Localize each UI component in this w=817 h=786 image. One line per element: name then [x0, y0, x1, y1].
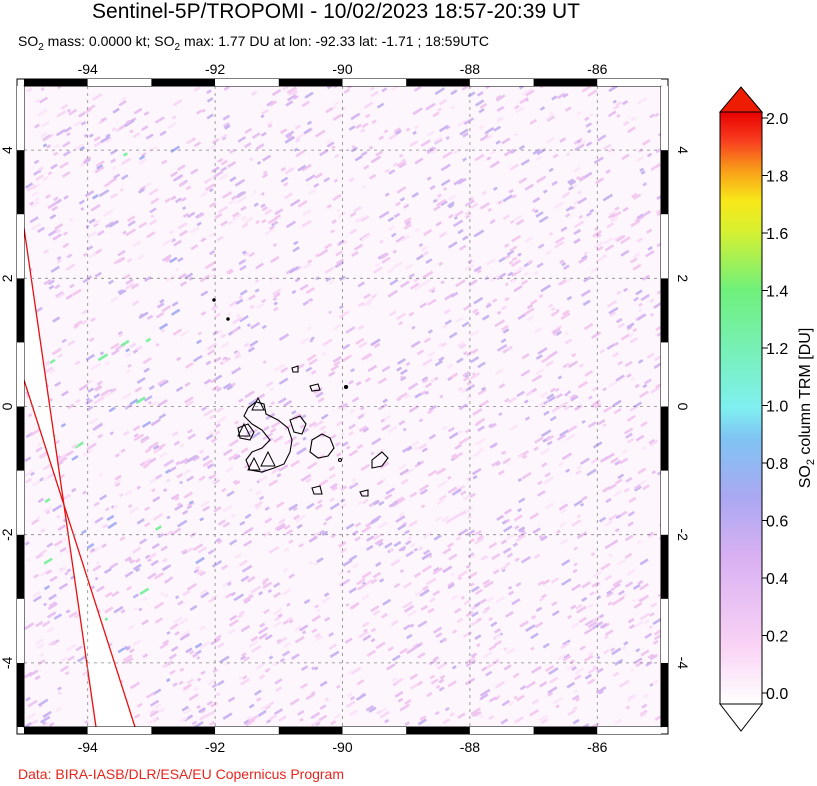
map-title: Sentinel-5P/TROPOMI - 10/02/2023 18:57-2…: [92, 0, 580, 23]
colorbar-tick-label: 1.6: [766, 226, 788, 243]
colorbar-tick-label: 0.8: [766, 456, 788, 473]
colorbar-tick-label: 1.4: [766, 284, 788, 301]
lon-tick-label: -94: [78, 61, 98, 77]
lat-tick-label: 4: [675, 146, 691, 154]
colorbar-tick-label: 1.8: [766, 169, 788, 186]
galapagos-islands: [212, 298, 389, 497]
lat-tick-label: -2: [675, 528, 691, 541]
volcano-icon: [251, 396, 265, 411]
colorbar-label: SO2 column TRM [DU]: [797, 328, 817, 489]
colorbar-gradient: [719, 111, 763, 705]
colorbar-tick-label: 2.0: [766, 111, 788, 128]
lon-labels-bottom: -94 -92 -90 -88 -86: [78, 739, 608, 755]
so2-max-subscript: 2: [174, 41, 181, 53]
graticule: [24, 86, 661, 727]
lon-tick-label: -92: [205, 61, 225, 77]
lat-tick-label: 0: [0, 402, 15, 410]
swath-edge-line-right: [23, 379, 136, 728]
colorbar: 2.0 1.8 1.6 1.4 1.2 1.0 0.8 0.6 0.4 0.2 0.0 SO2 co…: [718, 86, 817, 732]
volcano-markers: [237, 396, 276, 471]
colorbar-min-arrow: [718, 703, 764, 732]
lat-tick-label: -4: [0, 656, 15, 669]
lon-tick-label: -86: [587, 61, 607, 77]
lon-labels-top: -94 -92 -90 -88 -86: [78, 61, 608, 77]
volcano-icon: [247, 456, 261, 471]
so2-data-field: [24, 86, 661, 727]
swath-edge-line-left: [23, 227, 97, 728]
map-subtitle: SO2 mass: 0.0000 kt; SO2 max: 1.77 DU at…: [18, 32, 489, 57]
lon-tick-label: -86: [587, 739, 607, 755]
colorbar-tick-label: 0.2: [766, 629, 788, 646]
so2-mass-text: mass: 0.0000 kt; SO: [43, 33, 175, 49]
colorbar-tick-label: 1.0: [766, 399, 788, 416]
lon-tick-label: -90: [332, 61, 352, 77]
lat-tick-label: 2: [0, 274, 15, 282]
data-credit: Data: BIRA-IASB/DLR/ESA/EU Copernicus Pr…: [18, 766, 345, 782]
volcano-icon: [237, 422, 251, 437]
lat-tick-label: -2: [0, 528, 15, 541]
lat-tick-label: 2: [675, 274, 691, 282]
so2-max-text: max: 1.77 DU at lon: -92.33 lat: -1.71 ;…: [180, 33, 490, 49]
frame-bars: [17, 79, 668, 734]
lon-tick-label: -88: [460, 61, 480, 77]
so2-mass-subscript: 2: [38, 41, 44, 53]
colorbar-tick-label: 0.0: [766, 686, 788, 703]
colorbar-ticks: 2.0 1.8 1.6 1.4 1.2 1.0 0.8 0.6 0.4 0.2 0.0: [762, 111, 788, 703]
colorbar-tick-label: 1.2: [766, 341, 788, 358]
colorbar-max-arrow: [718, 86, 764, 113]
volcano-icon: [260, 450, 276, 467]
lat-tick-label: 4: [0, 146, 15, 154]
lon-tick-label: -92: [205, 739, 225, 755]
lon-tick-label: -94: [78, 739, 98, 755]
lon-tick-label: -88: [460, 739, 480, 755]
lat-labels-right: 4 2 0 -2 -4: [675, 146, 691, 669]
so2-mass-prefix: SO: [18, 33, 39, 49]
lon-tick-label: -90: [332, 739, 352, 755]
lat-labels-left: 4 2 0 -2 -4: [0, 146, 15, 669]
colorbar-tick-label: 0.6: [766, 514, 788, 531]
colorbar-tick-label: 0.4: [766, 571, 788, 588]
lat-tick-label: 0: [675, 403, 691, 411]
lat-tick-label: -4: [675, 657, 691, 670]
